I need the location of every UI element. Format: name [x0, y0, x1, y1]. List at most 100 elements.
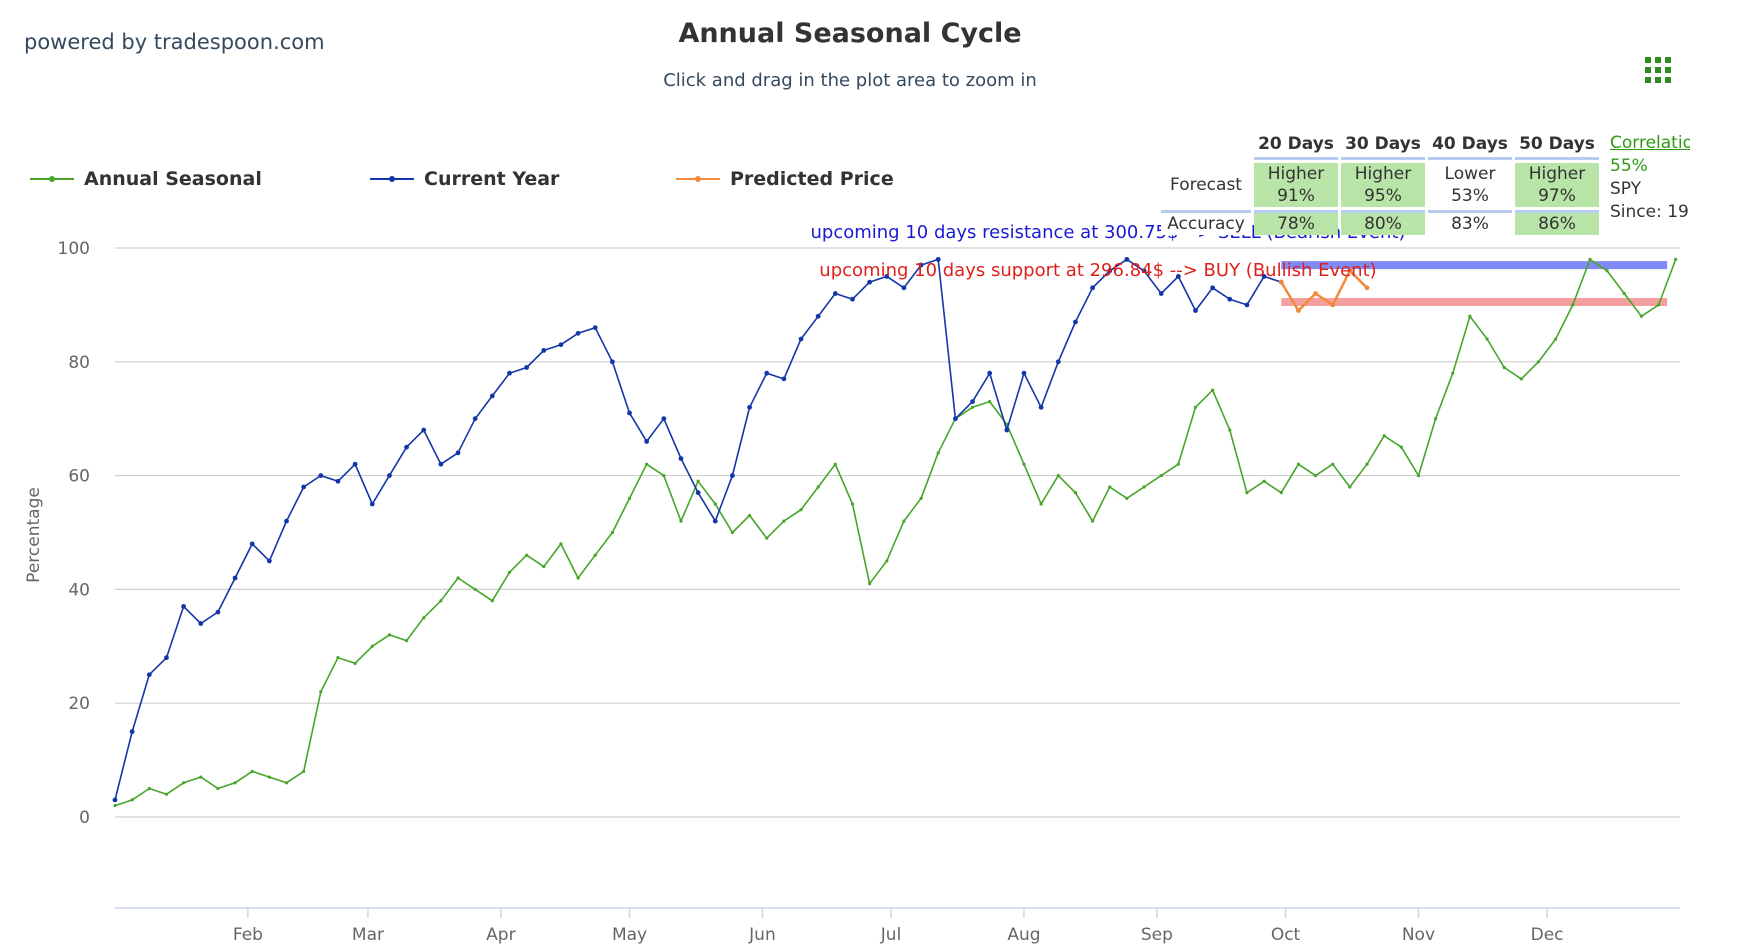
data-point — [541, 348, 547, 353]
data-point — [902, 519, 906, 523]
data-point — [455, 450, 461, 456]
data-point — [1674, 257, 1678, 261]
data-point — [782, 519, 786, 523]
data-point — [1468, 314, 1472, 318]
data-point — [490, 599, 494, 603]
forecast-cell-50: Higher 97% — [1515, 163, 1599, 207]
data-point — [1313, 473, 1318, 478]
data-point — [799, 508, 803, 512]
data-point — [489, 393, 495, 399]
data-point — [302, 769, 306, 774]
legend-item-annual-seasonal[interactable]: Annual Seasonal — [30, 168, 262, 190]
data-point — [576, 576, 580, 580]
legend-item-predicted-price[interactable]: Predicted Price — [676, 168, 894, 190]
data-point — [369, 501, 375, 507]
data-point — [1656, 303, 1661, 307]
data-point — [1416, 473, 1421, 478]
data-point — [695, 490, 701, 496]
data-point — [627, 496, 632, 500]
data-point — [1228, 428, 1232, 432]
data-point — [215, 609, 221, 615]
data-point — [318, 473, 324, 478]
data-point — [266, 558, 272, 564]
chart-legend: Annual Seasonal Current Year Predicted P… — [30, 168, 1030, 194]
data-point — [1451, 371, 1455, 375]
grid-menu-icon[interactable] — [1644, 56, 1672, 84]
data-point — [1605, 269, 1609, 273]
data-point — [113, 803, 117, 808]
data-point — [1295, 308, 1301, 313]
data-point — [1227, 296, 1233, 302]
data-point — [335, 478, 341, 484]
data-point — [1313, 291, 1318, 296]
accuracy-row-label: Accuracy — [1161, 210, 1251, 235]
data-point — [404, 638, 409, 643]
data-point — [1159, 473, 1163, 478]
data-point — [1193, 405, 1198, 409]
data-point — [473, 587, 477, 591]
data-point — [1004, 427, 1010, 433]
data-point — [387, 473, 392, 478]
data-point — [525, 553, 529, 557]
data-point — [404, 444, 409, 450]
correlation-link[interactable]: Correlation — [1610, 133, 1690, 153]
data-point — [507, 370, 512, 376]
data-point — [678, 456, 684, 461]
data-point — [988, 400, 992, 404]
data-point — [1278, 279, 1284, 285]
data-point — [850, 502, 855, 506]
data-point — [250, 769, 254, 774]
data-point — [319, 690, 323, 694]
data-point — [182, 781, 186, 785]
data-point — [1622, 291, 1626, 296]
data-point — [1347, 268, 1353, 274]
data-point — [232, 575, 238, 581]
legend-item-current-year[interactable]: Current Year — [370, 168, 559, 190]
x-tick-label: Feb — [233, 925, 263, 944]
data-point — [1158, 291, 1164, 296]
data-point — [1244, 302, 1250, 308]
data-point — [1125, 496, 1129, 500]
data-point — [1382, 434, 1386, 438]
data-point — [353, 661, 357, 665]
legend-label: Annual Seasonal — [84, 168, 262, 190]
data-point — [1175, 274, 1181, 279]
data-point — [781, 376, 787, 382]
data-point — [1296, 462, 1300, 466]
correlation-symbol: SPY — [1610, 179, 1642, 199]
x-tick-label: Oct — [1271, 925, 1301, 944]
data-point — [439, 599, 443, 603]
data-point — [1021, 370, 1027, 376]
forecast-cell-20: Higher 91% — [1254, 163, 1338, 207]
data-point — [918, 262, 924, 268]
correlation-box: Correlation 55% SPY Since: 19 — [1610, 132, 1690, 224]
data-point — [558, 342, 564, 348]
data-point — [970, 405, 975, 409]
data-point — [1485, 337, 1489, 341]
y-tick-label: 0 — [79, 808, 90, 828]
accuracy-cell-20: 78% — [1254, 210, 1338, 235]
data-point — [661, 416, 667, 422]
data-point — [987, 370, 993, 376]
forecast-header-50: 50 Days — [1515, 131, 1599, 160]
data-point — [249, 541, 255, 547]
accuracy-cell-40: 83% — [1428, 210, 1512, 235]
legend-symbol-predicted-price — [676, 169, 720, 189]
accuracy-cell-30: 80% — [1341, 210, 1425, 235]
x-tick-label: Sep — [1141, 925, 1173, 944]
x-tick-label: May — [612, 925, 647, 944]
data-point — [301, 484, 307, 490]
data-point — [1262, 479, 1266, 483]
data-point — [936, 451, 940, 455]
powered-by-link[interactable]: powered by tradespoon.com — [24, 30, 325, 54]
data-point — [747, 513, 752, 518]
data-point — [609, 359, 615, 365]
y-tick-label: 80 — [68, 353, 90, 373]
data-point — [1056, 473, 1060, 478]
data-point — [233, 781, 237, 785]
data-point — [1107, 268, 1113, 274]
data-point — [970, 399, 975, 405]
chart-title: Annual Seasonal Cycle — [678, 18, 1022, 49]
x-tick-label: Apr — [486, 925, 515, 944]
